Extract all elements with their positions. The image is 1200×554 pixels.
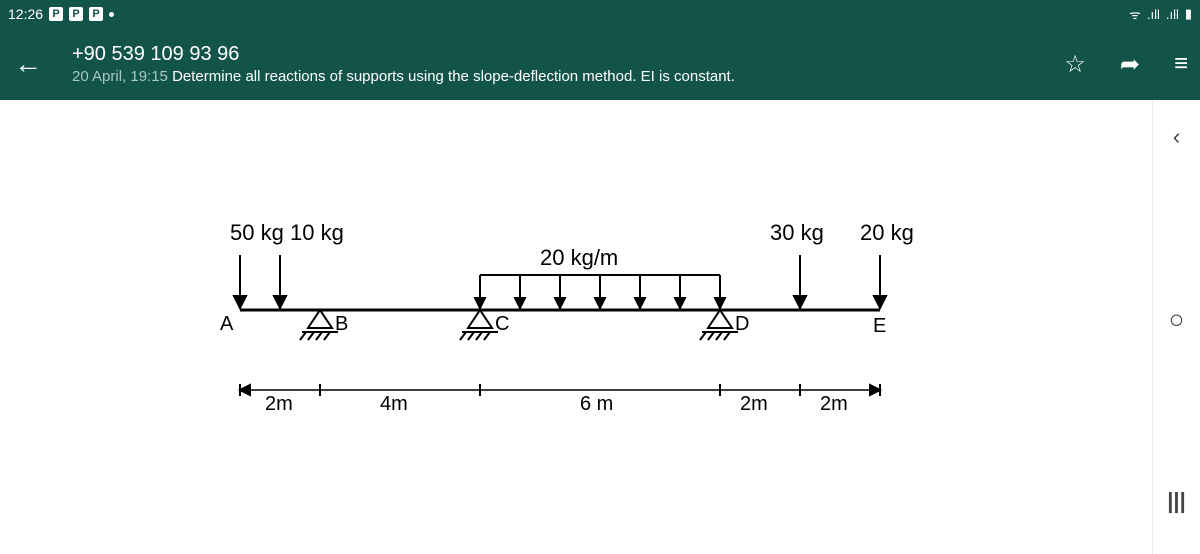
dim-2m-3: 2m <box>820 393 848 415</box>
node-a-label: A <box>220 313 234 335</box>
dim-6m: 6 m <box>580 393 613 415</box>
status-bar: 12:26 P P P ᯤ .ıll .ıll ▮ <box>0 0 1200 28</box>
support-b <box>300 310 338 340</box>
wifi-icon: ᯤ <box>1129 5 1141 23</box>
collapse-icon[interactable]: ‹ <box>1173 124 1180 150</box>
load-w20: 20 kg/m <box>540 245 618 270</box>
node-b-label: B <box>335 313 348 335</box>
node-c-label: C <box>495 313 509 335</box>
image-viewer[interactable]: 50 kg 10 kg 20 kg/m 30 kg 20 kg A B C D … <box>0 100 1152 554</box>
signal-icon-2: .ıll <box>1166 7 1179 22</box>
load-30kg: 30 kg <box>770 220 824 245</box>
status-app-badge-1: P <box>49 7 63 21</box>
menu-button[interactable]: ≡ <box>1174 50 1186 78</box>
contact-phone[interactable]: +90 539 109 93 96 <box>72 43 735 66</box>
app-header: ← +90 539 109 93 96 20 April, 19:15 Dete… <box>0 28 1200 100</box>
dim-2m-1: 2m <box>265 393 293 415</box>
node-e-label: E <box>873 315 886 337</box>
status-app-badge-3: P <box>89 7 103 21</box>
battery-icon: ▮ <box>1185 6 1192 22</box>
status-right: ᯤ .ıll .ıll ▮ <box>1129 5 1192 23</box>
content-area: 50 kg 10 kg 20 kg/m 30 kg 20 kg A B C D … <box>0 100 1200 554</box>
node-d-label: D <box>735 313 749 335</box>
distributed-load-arrows <box>475 275 725 308</box>
circle-icon[interactable]: ○ <box>1169 304 1185 335</box>
status-time: 12:26 <box>8 6 43 22</box>
support-c <box>460 310 498 340</box>
forward-button[interactable]: ➦ <box>1120 50 1140 79</box>
status-app-badge-2: P <box>69 7 83 21</box>
header-actions: ☆ ➦ ≡ <box>1064 50 1186 79</box>
status-left: 12:26 P P P <box>8 6 114 22</box>
load-10kg: 10 kg <box>290 220 344 245</box>
screen-root: 12:26 P P P ᯤ .ıll .ıll ▮ ← +90 539 109 … <box>0 0 1200 554</box>
signal-icon-1: .ıll <box>1147 7 1160 22</box>
right-toolbar: ‹ ○ ||| <box>1152 100 1200 554</box>
dim-4m: 4m <box>380 393 408 415</box>
header-text: +90 539 109 93 96 20 April, 19:15 Determ… <box>72 43 735 85</box>
message-timestamp: 20 April, 19:15 <box>72 68 168 85</box>
beam-diagram: 50 kg 10 kg 20 kg/m 30 kg 20 kg A B C D … <box>180 160 980 480</box>
star-button[interactable]: ☆ <box>1064 50 1086 79</box>
load-20kg: 20 kg <box>860 220 914 245</box>
message-preview: Determine all reactions of supports usin… <box>172 68 735 85</box>
message-subline: 20 April, 19:15 Determine all reactions … <box>72 68 735 85</box>
load-50kg: 50 kg <box>230 220 284 245</box>
support-d <box>700 310 738 340</box>
status-more-dot <box>109 12 114 17</box>
back-button[interactable]: ← <box>14 48 42 80</box>
recents-icon[interactable]: ||| <box>1167 488 1185 514</box>
dim-2m-2: 2m <box>740 393 768 415</box>
